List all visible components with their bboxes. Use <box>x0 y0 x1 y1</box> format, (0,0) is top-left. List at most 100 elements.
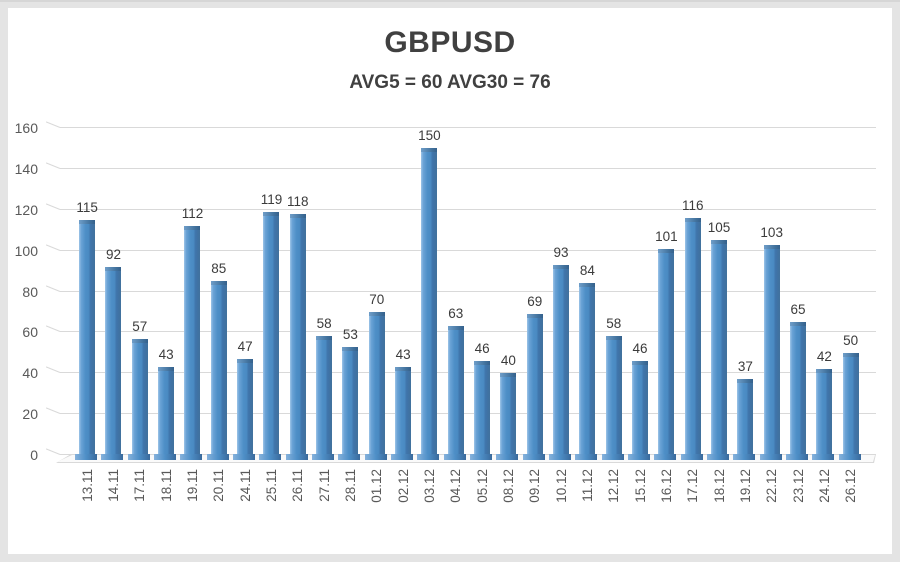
y-tick-label: 140 <box>14 160 38 177</box>
bar <box>127 338 150 461</box>
x-label-slot: 20.11 <box>206 469 232 529</box>
bar <box>628 361 651 460</box>
bar-slot: 57 <box>127 128 153 461</box>
value-label: 40 <box>500 353 516 369</box>
bar <box>154 367 177 460</box>
bar-slot: 69 <box>522 128 548 461</box>
bar <box>75 219 98 461</box>
x-axis-label: 26.12 <box>843 469 859 503</box>
gridline <box>60 290 876 292</box>
x-label-slot: 25.11 <box>258 469 284 529</box>
gridline <box>60 413 876 415</box>
bar <box>364 311 387 461</box>
x-axis-label: 10.12 <box>553 469 569 503</box>
bar <box>338 346 361 461</box>
x-label-slot: 16.12 <box>653 469 679 529</box>
x-axis-label: 17.11 <box>132 469 148 502</box>
bar-slot: 92 <box>100 128 126 461</box>
gridline <box>60 372 876 374</box>
bar <box>707 240 730 460</box>
x-label-slot: 04.12 <box>443 469 469 529</box>
bar-slot: 37 <box>732 128 758 460</box>
bar-slot: 116 <box>680 128 706 461</box>
value-label: 50 <box>843 332 859 348</box>
value-label: 43 <box>395 347 411 363</box>
y-tick-label: 100 <box>14 242 38 259</box>
x-label-slot: 13.11 <box>74 469 100 529</box>
x-label-slot: 24.12 <box>811 469 837 529</box>
bar <box>180 226 203 460</box>
x-axis-label: 28.11 <box>342 469 358 502</box>
bar <box>812 369 835 460</box>
y-tick-label: 120 <box>14 201 38 218</box>
bar-slot: 43 <box>153 128 179 460</box>
x-label-slot: 17.11 <box>127 469 153 529</box>
value-label: 118 <box>287 193 309 209</box>
bar-slot: 105 <box>706 128 732 460</box>
bar-slot: 93 <box>548 128 574 461</box>
value-label: 85 <box>211 261 227 277</box>
bar-slot: 115 <box>74 128 100 461</box>
x-axis-label: 12.12 <box>606 469 622 503</box>
y-tick-label: 20 <box>22 406 38 423</box>
x-axis-label: 19.12 <box>737 469 753 503</box>
x-axis-label: 22.12 <box>764 469 780 503</box>
bar <box>575 283 598 460</box>
bar-slot: 101 <box>653 128 679 461</box>
x-axis-label: 09.12 <box>527 469 543 503</box>
bar-slot: 84 <box>574 128 600 460</box>
x-axis-labels: 13.11 14.11 17.11 18.11 19.11 20.11 24.11 25.11… <box>74 469 864 529</box>
x-label-slot: 19.11 <box>179 469 205 529</box>
bar-slot: 46 <box>627 128 653 460</box>
x-label-slot: 18.12 <box>706 469 732 529</box>
x-axis-label: 15.12 <box>632 469 648 503</box>
value-label: 69 <box>527 293 543 309</box>
bar-slot: 58 <box>311 128 337 460</box>
gridline <box>60 208 876 210</box>
bar <box>285 213 308 461</box>
bar <box>838 352 861 461</box>
x-axis-label: 11.12 <box>579 469 595 502</box>
bar <box>417 148 440 460</box>
bar <box>549 264 572 461</box>
x-label-slot: 12.12 <box>601 469 627 529</box>
value-label: 116 <box>681 197 704 213</box>
x-label-slot: 02.12 <box>390 469 416 529</box>
bar-slot: 46 <box>469 128 495 460</box>
value-label: 57 <box>132 318 148 334</box>
x-axis-label: 23.12 <box>790 469 806 503</box>
x-axis-label: 19.11 <box>184 469 200 502</box>
value-label: 93 <box>553 244 569 260</box>
x-axis-label: 26.11 <box>290 469 306 502</box>
gridline <box>60 127 876 128</box>
chart-floor-3d <box>56 454 876 463</box>
value-label: 115 <box>76 199 98 215</box>
bar-slot: 119 <box>258 128 284 461</box>
bar-slot: 85 <box>206 128 232 460</box>
x-label-slot: 10.12 <box>548 469 574 529</box>
x-axis-label: 03.12 <box>421 469 437 503</box>
bar <box>443 326 466 460</box>
x-axis-label: 24.11 <box>237 469 253 502</box>
bar-slot: 43 <box>390 128 416 460</box>
bar <box>101 266 124 461</box>
bar <box>206 281 229 460</box>
x-axis-label: 08.12 <box>500 469 516 503</box>
x-label-slot: 08.12 <box>495 469 521 529</box>
y-tick-label: 60 <box>22 324 38 341</box>
x-axis-label: 17.12 <box>685 469 701 503</box>
value-label: 46 <box>632 341 648 356</box>
x-axis-label: 02.12 <box>395 469 411 503</box>
value-label: 103 <box>760 224 783 240</box>
bar-slot: 47 <box>232 128 258 461</box>
x-label-slot: 28.11 <box>337 469 363 529</box>
value-label: 105 <box>707 220 731 236</box>
bar <box>654 248 677 461</box>
value-label: 42 <box>816 349 832 365</box>
bar-series: 115 92 57 43 112 85 47 119 118 58 53 70 43 150 63 46 40 6… <box>74 128 864 461</box>
y-tick-label: 80 <box>22 283 38 300</box>
bar <box>391 367 414 460</box>
bar <box>470 361 493 460</box>
x-axis-label: 01.12 <box>369 469 385 503</box>
